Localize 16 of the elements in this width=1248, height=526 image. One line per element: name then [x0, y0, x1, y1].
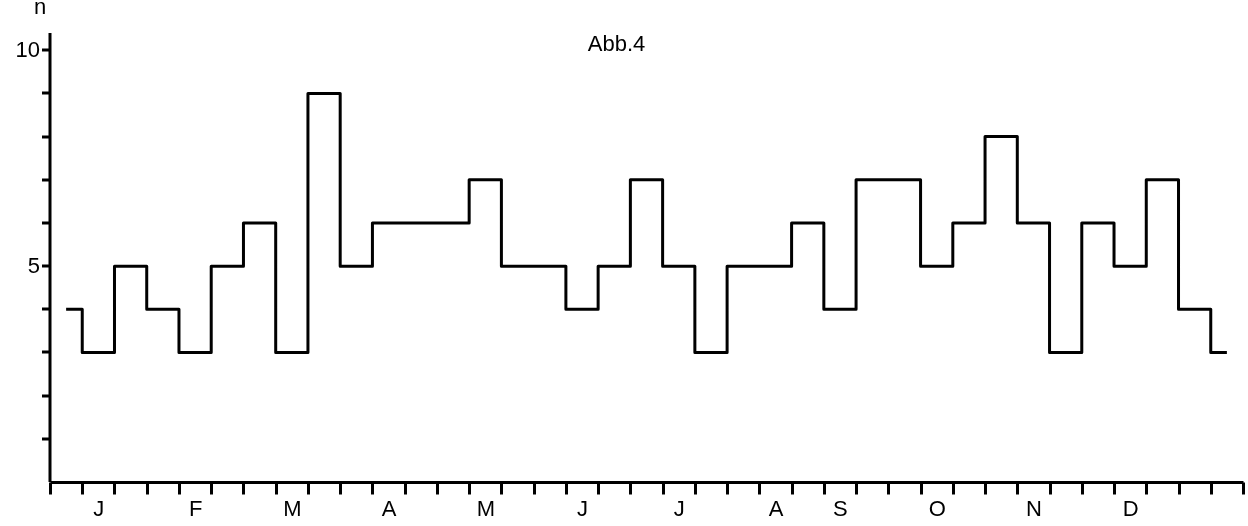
x-tick-label: M — [476, 495, 495, 521]
x-tick-label: D — [1122, 495, 1139, 521]
x-tick-label: J — [93, 495, 105, 521]
x-tick-label: N — [1025, 495, 1042, 521]
x-tick-label: A — [768, 495, 784, 521]
y-axis-title: n — [33, 0, 47, 19]
x-tick-label: F — [188, 495, 203, 521]
x-tick-label: J — [673, 495, 685, 521]
x-tick-label: S — [833, 495, 848, 521]
x-tick-label: O — [928, 495, 946, 521]
x-tick-label: A — [381, 495, 397, 521]
y-tick-label: 5 — [27, 253, 40, 279]
x-tick-label: J — [577, 495, 589, 521]
x-tick-label: M — [283, 495, 302, 521]
chart-title: Abb.4 — [587, 31, 646, 56]
y-tick-label: 10 — [15, 37, 40, 63]
